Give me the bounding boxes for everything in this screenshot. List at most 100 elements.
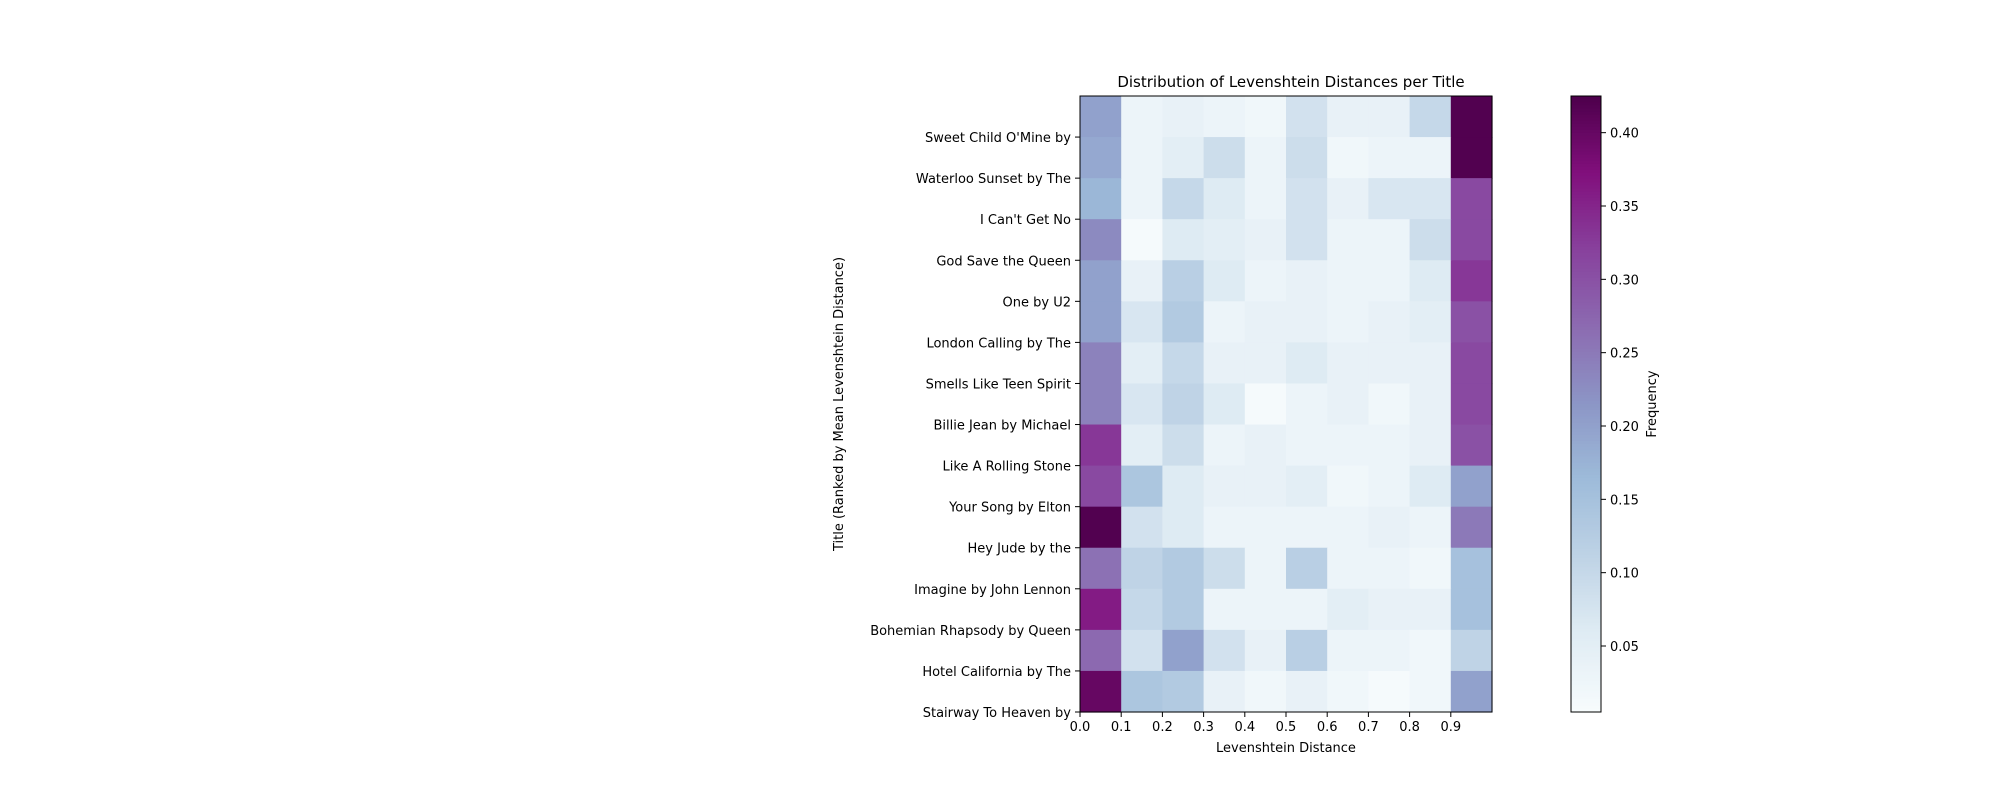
x-tick-label: 0.1 bbox=[1111, 720, 1132, 735]
colorbar-segment bbox=[1571, 616, 1601, 621]
colorbar-segment bbox=[1571, 225, 1601, 230]
heatmap-cell bbox=[1409, 547, 1452, 590]
heatmap-cell bbox=[1080, 465, 1122, 508]
colorbar-segment bbox=[1571, 231, 1601, 236]
heatmap-cell bbox=[1080, 260, 1122, 302]
colorbar-segment bbox=[1571, 635, 1601, 639]
colorbar-segment bbox=[1571, 397, 1601, 402]
heatmap-cell bbox=[1080, 342, 1122, 385]
heatmap-cell bbox=[1121, 629, 1163, 672]
colorbar-segment bbox=[1571, 521, 1601, 525]
colorbar-segment bbox=[1571, 259, 1601, 263]
colorbar-segment bbox=[1571, 638, 1601, 642]
colorbar-segment bbox=[1571, 280, 1601, 285]
heatmap-cell bbox=[1080, 137, 1122, 179]
heatmap-cell bbox=[1162, 588, 1205, 631]
heatmap-cell bbox=[1409, 301, 1452, 343]
heatmap-cell bbox=[1286, 424, 1328, 467]
y-tick-label: Like A Rolling Stone bbox=[943, 460, 1071, 475]
x-tick-label: 0.5 bbox=[1276, 720, 1297, 735]
heatmap-cell bbox=[1162, 219, 1205, 261]
colorbar-segment bbox=[1571, 105, 1601, 109]
heatmap-cell bbox=[1368, 506, 1411, 549]
colorbar-segment bbox=[1571, 548, 1601, 553]
colorbar-segment bbox=[1571, 265, 1601, 270]
colorbar-segment bbox=[1571, 333, 1601, 337]
heatmap-cell bbox=[1409, 506, 1452, 549]
heatmap-cell bbox=[1244, 629, 1287, 672]
colorbar-segment bbox=[1571, 604, 1601, 608]
heatmap-cell bbox=[1286, 137, 1328, 179]
heatmap-cell bbox=[1450, 342, 1493, 385]
heatmap-cell bbox=[1162, 96, 1205, 138]
colorbar-segment bbox=[1571, 194, 1601, 199]
heatmap-cell bbox=[1080, 588, 1122, 631]
x-tick-label: 0.3 bbox=[1193, 720, 1214, 735]
y-tick-label: Imagine by John Lennon bbox=[914, 583, 1071, 598]
colorbar-segment bbox=[1571, 166, 1601, 171]
heatmap-cell bbox=[1327, 178, 1369, 220]
colorbar-segment bbox=[1571, 169, 1601, 174]
heatmap-cell bbox=[1244, 260, 1287, 302]
colorbar-segment bbox=[1571, 591, 1601, 596]
heatmap-cell bbox=[1409, 260, 1452, 302]
colorbar-segment bbox=[1571, 610, 1601, 615]
heatmap-cell bbox=[1162, 178, 1205, 220]
colorbar-segment bbox=[1571, 453, 1601, 457]
colorbar-frame bbox=[1570, 95, 1602, 713]
heatmap-cell bbox=[1409, 96, 1452, 138]
heatmap-cell bbox=[1327, 342, 1369, 385]
colorbar-segment bbox=[1571, 687, 1601, 692]
colorbar-segment bbox=[1571, 576, 1601, 581]
colorbar-segment bbox=[1571, 437, 1601, 442]
heatmap-cell bbox=[1450, 670, 1493, 713]
heatmap-cell bbox=[1244, 424, 1287, 467]
colorbar-segment bbox=[1571, 536, 1601, 541]
colorbar-segment bbox=[1571, 474, 1601, 479]
colorbar-segment bbox=[1571, 410, 1601, 414]
heatmap-cell bbox=[1327, 260, 1369, 302]
colorbar-segment bbox=[1571, 573, 1601, 578]
heatmap-cell bbox=[1409, 588, 1452, 631]
colorbar-segment bbox=[1571, 641, 1601, 645]
colorbar-segment bbox=[1571, 524, 1601, 528]
colorbar-segment bbox=[1571, 327, 1601, 331]
colorbar-segment bbox=[1571, 330, 1601, 334]
colorbar-segment bbox=[1571, 671, 1601, 676]
heatmap-cell bbox=[1244, 547, 1287, 590]
heatmap-cell bbox=[1286, 178, 1328, 220]
colorbar-segment bbox=[1571, 283, 1601, 288]
heatmap-cell bbox=[1162, 670, 1205, 713]
heatmap-cell bbox=[1121, 301, 1163, 343]
heatmap-cell bbox=[1121, 465, 1163, 508]
heatmap-cell bbox=[1162, 547, 1205, 590]
heatmap-cell bbox=[1327, 506, 1369, 549]
colorbar-segment bbox=[1571, 360, 1601, 365]
x-axis-label: Levenshtein Distance bbox=[1216, 741, 1356, 756]
colorbar-segment bbox=[1571, 579, 1601, 584]
heatmap-cell bbox=[1203, 588, 1246, 631]
heatmap-cell bbox=[1368, 383, 1411, 426]
y-tick-label: Stairway To Heaven by bbox=[923, 706, 1072, 721]
colorbar-segment bbox=[1571, 668, 1601, 673]
colorbar-segment bbox=[1571, 129, 1601, 134]
colorbar-segment bbox=[1571, 323, 1601, 328]
colorbar-segment bbox=[1571, 188, 1601, 193]
heatmap-cell bbox=[1368, 178, 1411, 220]
colorbar-segment bbox=[1571, 216, 1601, 220]
colorbar-segment bbox=[1571, 699, 1601, 704]
heatmap-cell bbox=[1368, 465, 1411, 508]
colorbar-segment bbox=[1571, 271, 1601, 276]
colorbar-segment bbox=[1571, 160, 1601, 165]
x-tick-label: 0.6 bbox=[1317, 720, 1338, 735]
colorbar-segment bbox=[1571, 404, 1601, 408]
heatmap-cells bbox=[1080, 96, 1493, 713]
heatmap-cell bbox=[1203, 137, 1246, 179]
colorbar-segment bbox=[1571, 209, 1601, 214]
colorbar-segment bbox=[1571, 302, 1601, 307]
heatmap-cell bbox=[1368, 96, 1411, 138]
colorbar-segment bbox=[1571, 659, 1601, 664]
heatmap-cell bbox=[1368, 301, 1411, 343]
heatmap-cell bbox=[1244, 588, 1287, 631]
colorbar-segment bbox=[1571, 197, 1601, 202]
